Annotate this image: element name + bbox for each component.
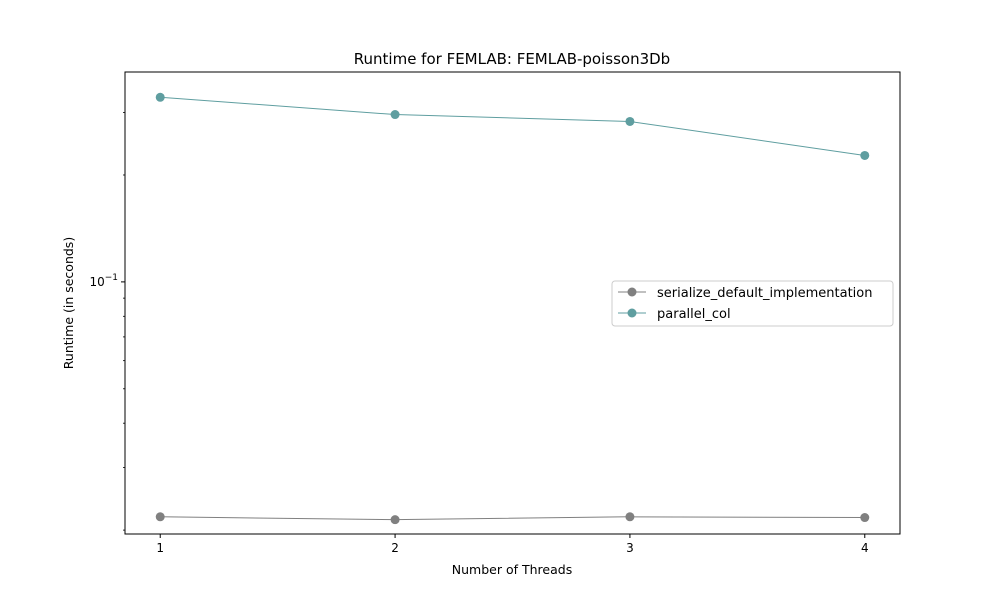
series-layer — [155, 92, 870, 525]
data-point — [155, 512, 165, 522]
data-point — [155, 92, 165, 102]
y-tick-label: 10−1 — [89, 273, 118, 289]
y-axis-label: Runtime (in seconds) — [61, 237, 76, 369]
x-tick-label: 3 — [626, 541, 634, 555]
chart-title: Runtime for FEMLAB: FEMLAB-poisson3Db — [354, 50, 670, 68]
x-axis: 1 2 3 4 — [156, 534, 869, 555]
x-tick-label: 2 — [391, 541, 399, 555]
x-axis-label: Number of Threads — [452, 562, 572, 577]
y-tick-exponent: −1 — [105, 273, 118, 283]
x-tick-label: 1 — [156, 541, 164, 555]
legend-label-serialize: serialize_default_implementation — [657, 286, 872, 301]
legend-marker-serialize — [627, 287, 637, 297]
plot-area — [124, 71, 901, 535]
data-point — [860, 513, 870, 523]
data-point — [625, 512, 635, 522]
series-line — [160, 516, 865, 521]
data-point — [625, 116, 635, 126]
legend-box — [611, 280, 894, 327]
legend: serialize_default_implementation paralle… — [611, 280, 894, 327]
data-point — [390, 110, 400, 120]
legend-label-parallel-col: parallel_col — [657, 307, 731, 322]
data-point — [860, 150, 870, 160]
data-point — [390, 515, 400, 525]
legend-marker-parallel-col — [627, 308, 637, 318]
series-line — [160, 96, 865, 156]
y-tick-base: 10 — [89, 275, 104, 289]
y-axis: 10−1 — [89, 112, 125, 531]
x-tick-label: 4 — [861, 541, 869, 555]
